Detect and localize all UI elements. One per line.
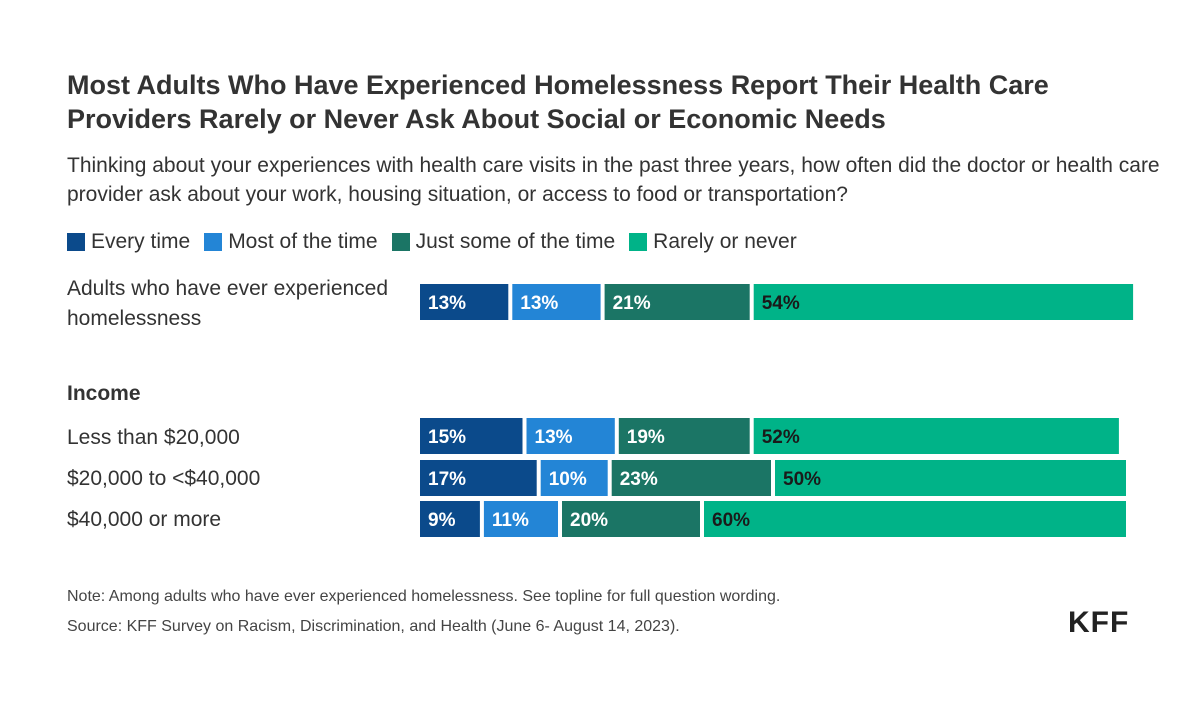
bar-all-adults-most-of-the-time [512, 284, 601, 320]
data-label-less-than-20000-most-of-the-time: 13% [535, 427, 573, 448]
data-label-all-adults-just-some-of-the-time: 21% [613, 293, 651, 314]
bar-less-than-20000-just-some-of-the-time [618, 418, 750, 454]
source-text: Source: KFF Survey on Racism, Discrimina… [67, 618, 680, 635]
legend-item-most-of-the-time: Most of the time [204, 230, 378, 254]
row-label-20000-to-40000: $20,000 to <$40,000 [67, 467, 261, 490]
kff-logo: KFF [1068, 606, 1130, 639]
data-label-less-than-20000-every-time: 15% [428, 427, 466, 448]
data-label-20000-to-40000-rarely-or-never: 50% [783, 469, 821, 490]
group-label-income: Income [67, 382, 141, 405]
legend-item-every-time: Every time [67, 230, 190, 254]
bar-20000-to-40000-rarely-or-never [775, 460, 1126, 496]
legend-item-rarely-or-never: Rarely or never [629, 230, 797, 254]
row-label-all-adults: Adults who have ever experienced homeles… [67, 277, 389, 330]
data-label-less-than-20000-just-some-of-the-time: 19% [627, 427, 665, 448]
bar-40000-or-more-most-of-the-time [483, 501, 558, 537]
data-label-all-adults-every-time: 13% [428, 293, 466, 314]
bar-less-than-20000-rarely-or-never [753, 418, 1119, 454]
legend: Every time Most of the time Just some of… [67, 228, 797, 256]
legend-swatch-most-of-the-time [204, 233, 223, 251]
data-label-20000-to-40000-every-time: 17% [428, 469, 466, 490]
data-label-20000-to-40000-just-some-of-the-time: 23% [620, 469, 658, 490]
chart-subtitle: Thinking about your experiences with hea… [67, 154, 1160, 206]
bar-40000-or-more-just-some-of-the-time [562, 501, 700, 537]
bar-less-than-20000-most-of-the-time [526, 418, 615, 454]
legend-item-just-some-of-the-time: Just some of the time [391, 230, 616, 254]
data-label-40000-or-more-most-of-the-time: 11% [492, 510, 529, 531]
legend-label-just-some-of-the-time: Just some of the time [415, 230, 616, 253]
legend-label-every-time: Every time [91, 230, 191, 253]
row-label-40000-or-more: $40,000 or more [67, 508, 222, 531]
data-label-all-adults-most-of-the-time: 13% [520, 293, 558, 314]
bar-all-adults-every-time [420, 284, 509, 320]
legend-label-rarely-or-never: Rarely or never [653, 230, 797, 253]
bar-all-adults-just-some-of-the-time [604, 284, 750, 320]
data-label-less-than-20000-rarely-or-never: 52% [762, 427, 800, 448]
bar-40000-or-more-rarely-or-never [704, 501, 1126, 537]
chart-title: Most Adults Who Have Experienced Homeles… [67, 70, 1049, 134]
bar-20000-to-40000-just-some-of-the-time [611, 460, 771, 496]
bar-20000-to-40000-every-time [420, 460, 537, 496]
data-label-40000-or-more-rarely-or-never: 60% [712, 510, 750, 531]
data-label-all-adults-rarely-or-never: 54% [762, 293, 800, 314]
bar-all-adults-rarely-or-never [753, 284, 1134, 320]
note-text: Note: Among adults who have ever experie… [67, 588, 781, 605]
data-label-20000-to-40000-most-of-the-time: 10% [549, 469, 587, 490]
data-label-40000-or-more-every-time: 9% [428, 510, 456, 531]
legend-label-most-of-the-time: Most of the time [228, 230, 378, 253]
data-label-40000-or-more-just-some-of-the-time: 20% [570, 510, 608, 531]
legend-swatch-rarely-or-never [629, 233, 648, 251]
bar-40000-or-more-every-time [420, 501, 480, 537]
bar-less-than-20000-every-time [420, 418, 523, 454]
bar-20000-to-40000-most-of-the-time [540, 460, 608, 496]
legend-swatch-every-time [67, 233, 85, 251]
legend-swatch-just-some-of-the-time [391, 233, 410, 251]
row-label-less-than-20000: Less than $20,000 [67, 426, 240, 449]
